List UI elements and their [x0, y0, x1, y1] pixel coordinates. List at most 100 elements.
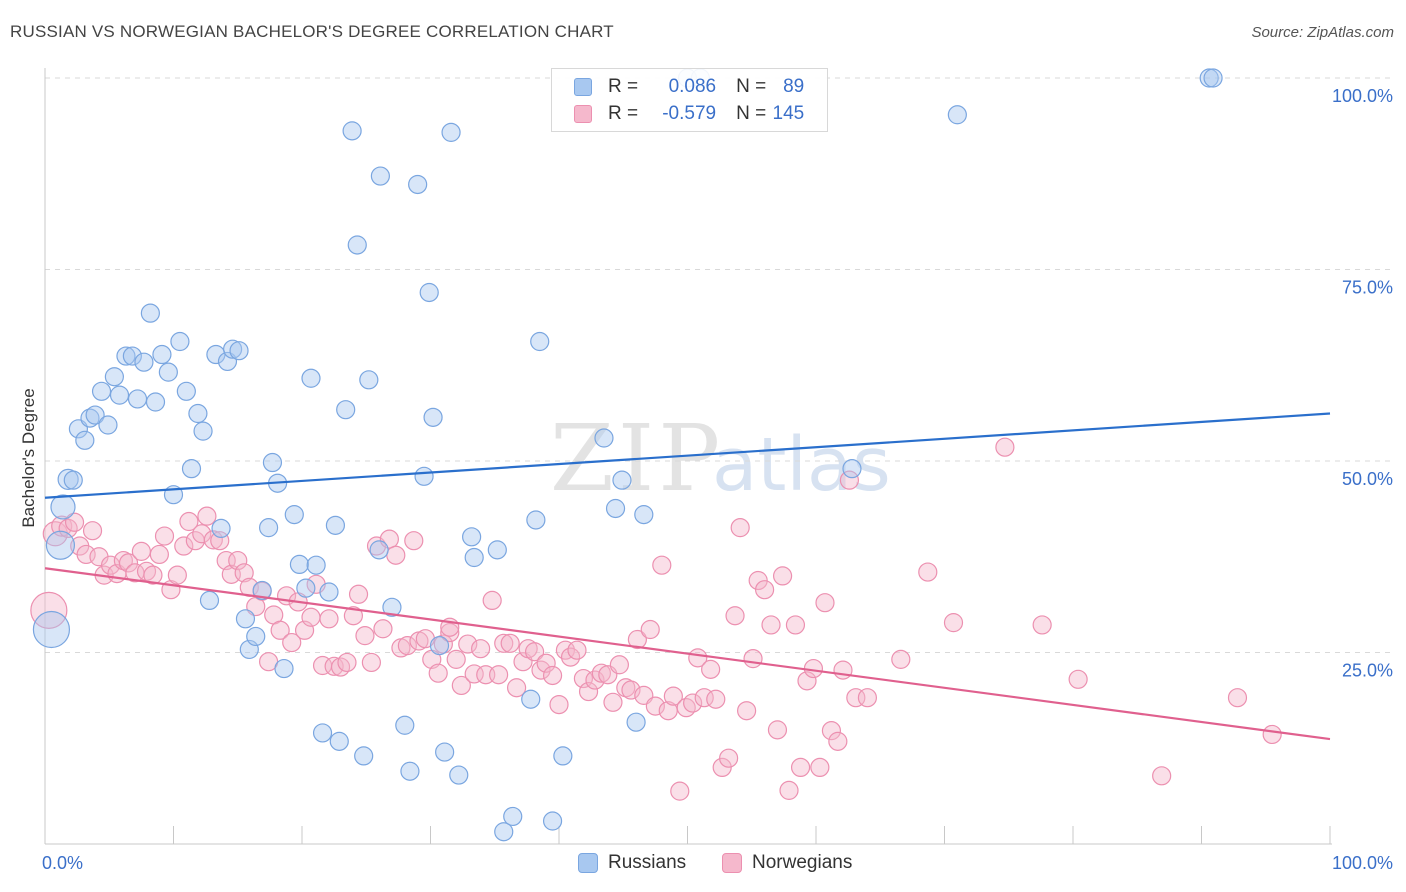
russians-point-45: [306, 555, 326, 575]
russians-point-62: [419, 282, 439, 303]
norwegians-point-127: [810, 757, 830, 778]
russians-point-1: [45, 530, 76, 560]
russians-point-64: [429, 636, 450, 656]
norwegians-point-59: [397, 636, 417, 656]
norwegians-legend-label: Norwegians: [752, 852, 853, 873]
norwegians-point-140: [1068, 669, 1088, 689]
r-label: R =: [608, 76, 639, 97]
y-tick-label-3: 100.0%: [1332, 86, 1393, 106]
norwegians-point-64: [428, 663, 448, 683]
russians-point-50: [336, 400, 356, 420]
russians-r-value: 0.086: [668, 76, 717, 97]
russians-point-46: [312, 723, 333, 743]
trend-lines: [44, 412, 1331, 741]
russians-point-8: [85, 405, 105, 425]
stats-legend: R = 0.086 N = 89 R = -0.579 N = 145: [551, 68, 828, 132]
norwegians-point-101: [652, 555, 672, 575]
russians-point-38: [262, 452, 283, 473]
norwegians-swatch: [574, 105, 592, 123]
norwegians-point-100: [645, 696, 665, 716]
norwegians-point-21: [167, 565, 187, 585]
russians-point-81: [634, 505, 654, 525]
axes: [44, 68, 1332, 845]
russians-point-13: [116, 346, 136, 366]
russians-point-85: [947, 105, 967, 125]
norwegians-point-83: [542, 665, 563, 686]
russians-point-35: [246, 626, 266, 647]
norwegians-point-28: [210, 531, 230, 551]
norwegians-point-136: [918, 562, 938, 582]
russians-point-22: [170, 331, 190, 352]
russians-point-56: [369, 540, 389, 560]
n-label: N =: [736, 103, 767, 124]
n-label: N =: [736, 76, 767, 97]
russians-point-79: [612, 470, 632, 490]
y-tick-label-2: 75.0%: [1342, 278, 1393, 298]
norwegians-point-80: [524, 642, 545, 662]
norwegians-point-119: [761, 615, 781, 635]
russians-point-69: [464, 547, 484, 568]
russians-point-60: [408, 174, 428, 195]
russians-point-70: [487, 540, 507, 560]
norwegians-point-109: [701, 659, 721, 679]
norwegians-point-57: [386, 545, 406, 565]
norwegians-point-15: [131, 541, 151, 561]
russians-point-40: [274, 658, 294, 679]
russians-point-48: [325, 515, 346, 535]
norwegians-point-82: [536, 653, 556, 673]
tick-labels: 25.0% 50.0% 75.0% 100.0% 0.0% 100.0% Bachelor'…: [19, 86, 1393, 873]
russians-point-75: [542, 811, 563, 831]
norwegians-point-77: [506, 678, 527, 698]
norwegians-point-46: [319, 609, 339, 629]
russians-point-63: [423, 407, 443, 427]
russians-point-53: [354, 746, 374, 766]
norwegians-legend-swatch: [722, 853, 742, 873]
norwegians-point-110: [706, 689, 726, 709]
russians-point-77: [594, 428, 614, 448]
norwegians-point-89: [578, 681, 599, 702]
russians-point-80: [626, 712, 646, 732]
russians-point-14: [122, 346, 142, 366]
russians-point-25: [188, 403, 208, 424]
norwegians-point-123: [785, 615, 806, 635]
norwegians-point-128: [815, 593, 835, 613]
russians-point-0: [32, 610, 71, 649]
y-tick-label-1: 50.0%: [1342, 469, 1393, 489]
norwegians-point-2: [51, 515, 73, 537]
norwegians-point-97: [627, 629, 647, 650]
russians-point-31: [223, 339, 243, 359]
russians-point-74: [530, 331, 550, 352]
norwegians-point-124: [790, 757, 811, 778]
norwegians-point-104: [670, 781, 690, 801]
russians-point-3: [57, 468, 79, 490]
norwegians-point-32: [234, 563, 254, 583]
norwegians-point-27: [203, 530, 223, 550]
norwegians-point-43: [301, 607, 321, 627]
norwegians-point-47: [324, 656, 344, 676]
russians-point-19: [152, 344, 172, 365]
norwegians-point-120: [767, 720, 788, 740]
russians-point-73: [526, 510, 546, 530]
norwegians-point-103: [663, 686, 683, 706]
russians-point-16: [134, 352, 154, 372]
norwegians-point-18: [149, 544, 169, 565]
russians-point-87: [1203, 68, 1223, 88]
norwegians-point-69: [458, 634, 478, 654]
russians-point-18: [145, 392, 166, 412]
source-label: Source: ZipAtlas.com: [1251, 24, 1394, 41]
x-tick-label-0: 0.0%: [42, 853, 83, 873]
norwegians-trend-line: [44, 567, 1331, 741]
norwegians-point-93: [603, 692, 623, 712]
legend-row-russians: R = 0.086 N = 89: [574, 75, 804, 99]
norwegians-point-49: [337, 652, 357, 673]
norwegians-point-17: [143, 565, 163, 585]
norwegians-point-87: [567, 640, 587, 660]
russians-point-67: [449, 765, 469, 785]
norwegians-point-96: [621, 680, 641, 700]
norwegians-points: [30, 437, 1282, 801]
russians-point-23: [176, 381, 196, 401]
norwegians-point-137: [943, 613, 964, 633]
russians-legend-swatch: [578, 853, 598, 873]
norwegians-point-52: [355, 626, 375, 646]
russians-point-27: [199, 590, 220, 611]
